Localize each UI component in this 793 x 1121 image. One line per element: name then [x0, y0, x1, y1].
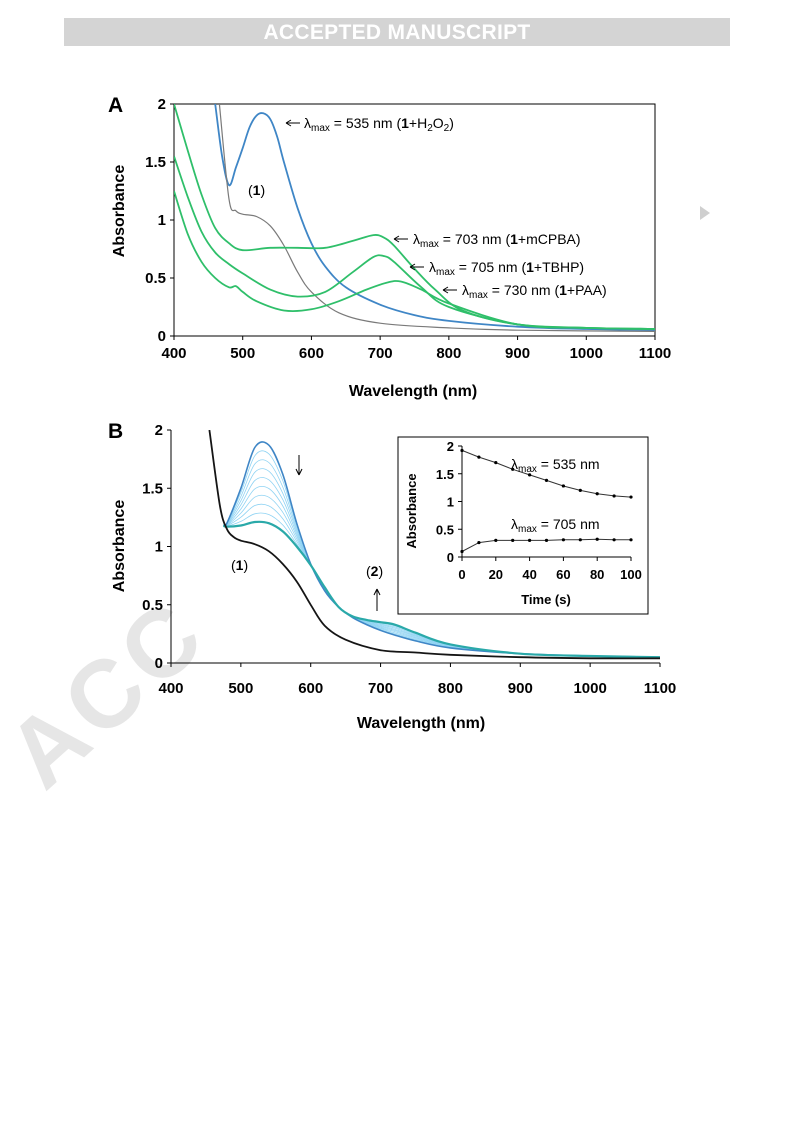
- inset-data-point: [629, 538, 633, 542]
- panel-b-y-tick-label: 0: [155, 655, 163, 672]
- inset-data-point: [561, 538, 566, 542]
- inset-data-point: [460, 448, 464, 453]
- panel-a-x-tick-label: 600: [299, 345, 324, 362]
- svg-text:λmax = 535 nm (1+H2O2): λmax = 535 nm (1+H2O2): [304, 115, 454, 134]
- inset-x-tick-label: 40: [522, 567, 536, 582]
- inset-frame: [397, 436, 649, 615]
- panel-b-x-tick-label: 900: [508, 680, 533, 697]
- panel-b-label-compound-1: (1): [231, 557, 248, 573]
- panel-a-y-tick-label: 0: [158, 328, 166, 345]
- panel-b-x-tick-label: 500: [228, 680, 253, 697]
- panel-b-x-tick-label: 400: [158, 680, 183, 697]
- panel-a-x-tick-label: 900: [505, 345, 530, 362]
- annotation-tbhp: λmax = 705 nm (1+TBHP): [409, 259, 584, 278]
- inset-data-point: [511, 538, 515, 542]
- accepted-manuscript-banner: ACCEPTED MANUSCRIPT: [64, 18, 730, 46]
- panel-b-y-tick-label: 1: [155, 539, 163, 556]
- inset-data-point: [544, 478, 549, 483]
- page-arrow-icon: [700, 206, 710, 220]
- inset-y-tick-label: 1.5: [436, 467, 454, 482]
- panel-a-x-tick-label: 1100: [639, 345, 672, 362]
- panel-a-y-tick-label: 1: [158, 212, 166, 229]
- inset-ylabel: Absorbance: [404, 473, 419, 548]
- panel-a-xlabel: Wavelength (nm): [349, 383, 477, 400]
- arrow-down-icon: [295, 455, 303, 476]
- inset-y-tick-label: 0.5: [436, 522, 454, 537]
- arrow-up-icon: [373, 588, 381, 611]
- inset-data-point: [477, 455, 481, 459]
- inset-data-point: [578, 488, 582, 492]
- inset-data-point: [561, 484, 566, 488]
- inset-chart: 0 20 40 60 80 100 0 0.5 1 1.5 2 Time (s) Absorbanc…: [397, 436, 649, 615]
- annotation-paa: λmax = 730 nm (1+PAA): [442, 282, 607, 301]
- annotation-h2o2: λmax = 535 nm (1+H2O2): [285, 115, 454, 134]
- inset-xlabel: Time (s): [521, 592, 571, 607]
- panel-a-y-tick-label: 0.5: [145, 270, 166, 287]
- panel-b-x-tick-label: 800: [438, 680, 463, 697]
- panel-b-x-tick-label: 700: [368, 680, 393, 697]
- panel-a-label-compound-1: (1): [248, 182, 265, 198]
- panel-a-x-tick-label: 500: [230, 345, 255, 362]
- panel-b-label-compound-2: (2): [366, 563, 383, 579]
- inset-y-tick-label: 1: [447, 495, 454, 510]
- panel-a-x-tick-label: 700: [368, 345, 393, 362]
- panel-b-series-compound-1: [208, 430, 660, 660]
- panel-a-chart: A 400 500 600 700 800 900 1000 1100 0 0.5 1 1.5 2 Wa…: [108, 94, 671, 400]
- inset-y-tick-label: 0: [447, 550, 454, 565]
- svg-text:λmax = 705 nm (1+TBHP): λmax = 705 nm (1+TBHP): [429, 259, 584, 278]
- panel-b-x-tick-label: 600: [298, 680, 323, 697]
- panel-b-xlabel: Wavelength (nm): [357, 715, 485, 732]
- inset-x-tick-label: 100: [620, 567, 642, 582]
- inset-y-tick-label: 2: [447, 439, 454, 454]
- panel-b-x-tick-label: 1100: [644, 680, 677, 697]
- panel-b-y-tick-label: 0.5: [142, 597, 163, 614]
- panel-a-label: A: [108, 94, 123, 117]
- inset-data-point: [494, 461, 498, 465]
- panel-a-y-tick-label: 1.5: [145, 154, 166, 171]
- inset-series-label-705: λmax = 705 nm: [511, 516, 600, 535]
- panel-b-ylabel: Absorbance: [111, 500, 128, 593]
- inset-x-tick-label: 20: [489, 567, 503, 582]
- panel-a-series-paa: [174, 190, 655, 330]
- panel-a-x-tick-label: 400: [161, 345, 186, 362]
- inset-data-point: [511, 467, 515, 471]
- panel-b-x-tick-label: 1000: [573, 680, 606, 697]
- annotation-mcpba: λmax = 703 nm (1+mCPBA): [393, 231, 581, 250]
- inset-data-point: [528, 473, 532, 477]
- panel-b-y-tick-label: 1.5: [142, 480, 163, 497]
- inset-data-point: [612, 538, 616, 542]
- panel-b-label: B: [108, 420, 123, 443]
- panel-b-y-tick-label: 2: [155, 422, 163, 439]
- panel-a-series-one: [218, 104, 655, 332]
- inset-x-tick-label: 60: [556, 567, 570, 582]
- inset-data-point: [578, 538, 582, 542]
- panel-a-ylabel: Absorbance: [111, 165, 128, 258]
- inset-data-point: [528, 538, 532, 542]
- panel-a-x-tick-label: 1000: [570, 345, 603, 362]
- panel-b-series-final: [222, 520, 660, 659]
- inset-data-point: [460, 549, 464, 554]
- svg-text:λmax = 703 nm (1+mCPBA): λmax = 703 nm (1+mCPBA): [413, 231, 581, 250]
- panel-a-y-tick-label: 2: [158, 96, 166, 113]
- inset-data-point: [595, 492, 599, 496]
- inset-x-tick-label: 80: [590, 567, 604, 582]
- inset-data-point: [494, 538, 498, 542]
- inset-x-tick-label: 0: [458, 567, 465, 582]
- inset-data-point: [477, 540, 481, 545]
- panel-a-series-h2o2: [214, 104, 655, 332]
- inset-data-point: [629, 495, 633, 499]
- inset-data-point: [595, 537, 599, 541]
- inset-data-point: [612, 494, 616, 498]
- svg-text:λmax = 730 nm (1+PAA): λmax = 730 nm (1+PAA): [462, 282, 607, 301]
- panel-a-x-tick-label: 800: [436, 345, 461, 362]
- inset-series-label-535: λmax = 535 nm: [511, 456, 600, 475]
- panel-a-series-tbhp: [174, 155, 655, 330]
- inset-data-point: [544, 538, 549, 542]
